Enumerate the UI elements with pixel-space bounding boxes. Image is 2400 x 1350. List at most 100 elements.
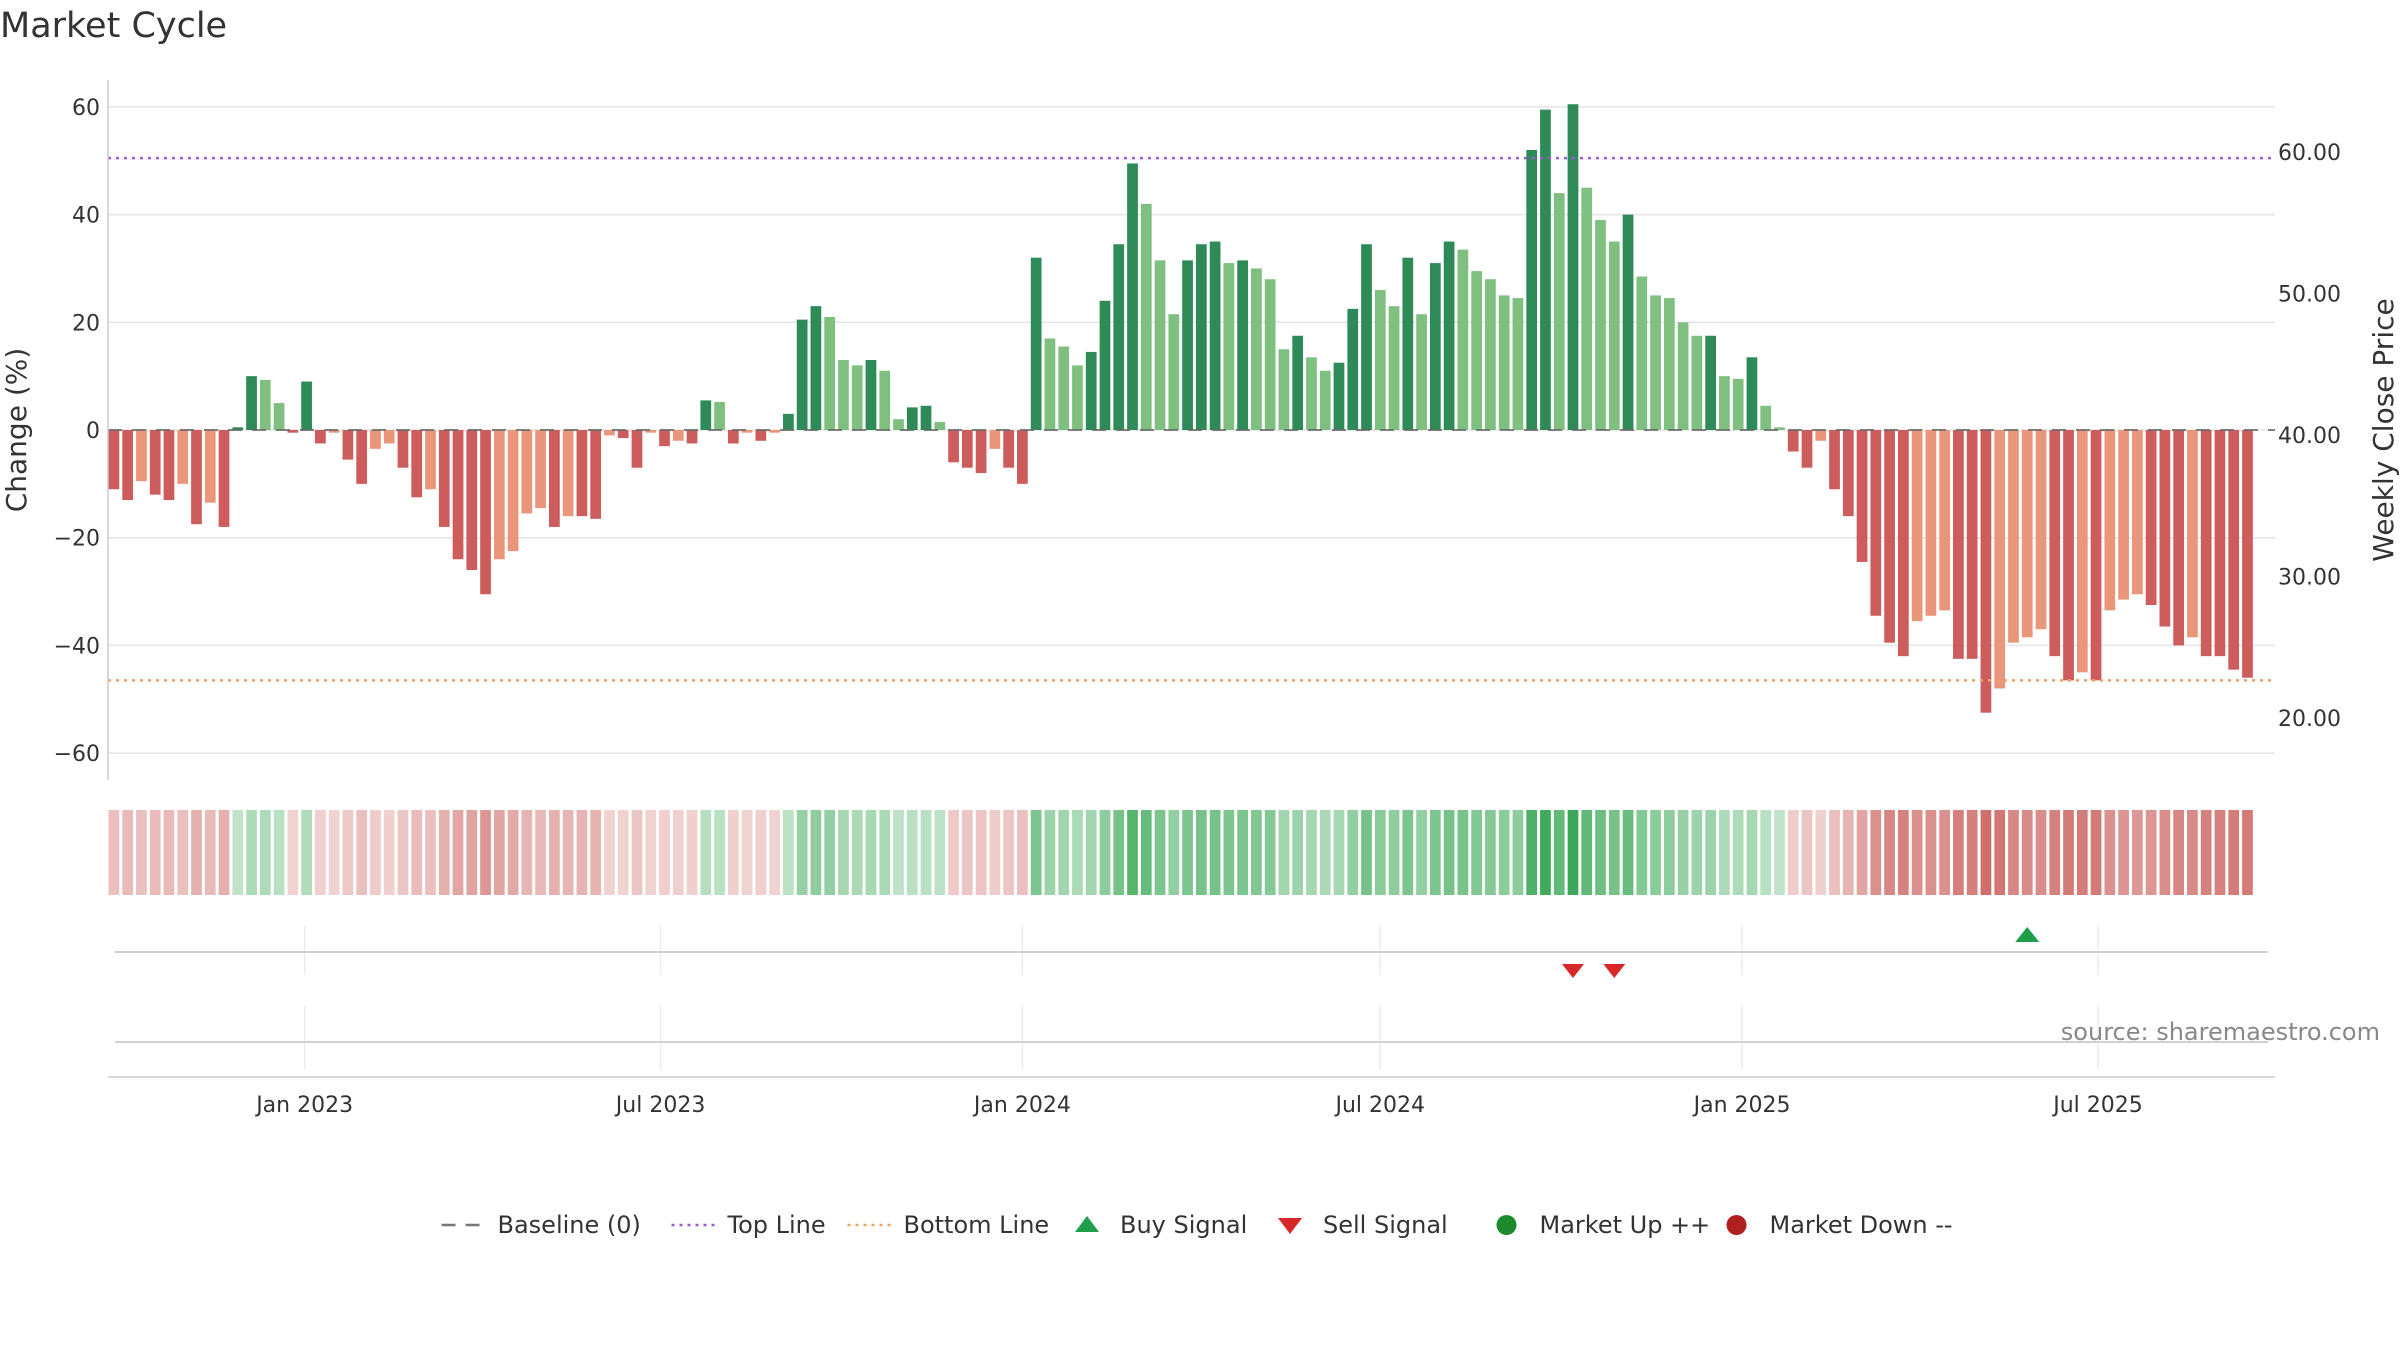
strip-cell [438,810,450,895]
bar [920,405,932,430]
bar [1099,300,1111,430]
bar [2214,430,2226,657]
bar [1884,430,1895,643]
strip-cell [1154,810,1166,895]
strip-cell [576,810,588,895]
bar [1540,109,1551,430]
strip-cell [1209,810,1221,895]
bar [1292,335,1304,430]
bar [617,430,629,439]
legend-triangle-down-icon [1278,1218,1302,1234]
strip-cell [1072,810,1083,895]
bar [2173,430,2185,646]
bar [507,430,519,552]
bar [2118,430,2129,600]
bar [521,430,533,514]
strip-cell [1140,810,1152,895]
strip-cell [1608,810,1620,895]
bar [1842,430,1854,517]
strip-cell [1595,810,1606,895]
bar [535,430,546,509]
bar [1966,430,1978,659]
y2-tick-label: 30.00 [2278,565,2341,590]
strip-cell [425,810,436,895]
strip-cell [259,810,271,895]
strip-cell [810,810,822,895]
strip-cell [1278,810,1290,895]
bar [1471,271,1482,430]
y2-tick-label: 50.00 [2278,283,2341,308]
y-tick-label: −20 [54,527,100,552]
bar [1044,338,1056,430]
strip-cell [149,810,161,895]
legend-item: Sell Signal [1278,1211,1448,1239]
bar [1127,163,1138,430]
strip-cell [672,810,684,895]
strip-cell [535,810,546,895]
legend-label: Market Up ++ [1540,1211,1711,1239]
bar [2090,430,2102,681]
strip-cell [1567,810,1579,895]
bar [356,430,368,484]
bar [1760,405,1772,430]
bar [714,402,725,430]
bar [686,430,698,444]
y-tick-label: 20 [72,311,100,336]
y-tick-label: 0 [86,419,100,444]
strip-cell [1540,810,1551,895]
strip-cell [301,810,312,895]
strip-cell [2228,810,2240,895]
strip-cell [521,810,533,895]
strip-cell [1237,810,1248,895]
bar [438,430,450,527]
strip-cell [2104,810,2116,895]
bar [1608,241,1620,430]
bar [1168,314,1180,430]
strip-cell [2063,810,2074,895]
strip-cell [2008,810,2019,895]
bar [1457,249,1469,430]
strip-cell [1650,810,1661,895]
strip-cell [1774,810,1785,895]
bar [645,430,657,433]
legend-item: Baseline (0) [441,1211,641,1239]
strip-cell [714,810,725,895]
strip-cell [796,810,808,895]
legend-item: Top Line [671,1211,826,1239]
bar [452,430,464,560]
strip-cell [1553,810,1565,895]
bar [1677,322,1689,430]
bar [1017,430,1028,484]
strip-cell [383,810,395,895]
bar [989,430,1001,449]
bar [1333,362,1345,430]
bar [218,430,230,527]
x-axis: Jan 2023 Jul 2023 Jan 2024 Jul 2024 Jan 2025… [108,1076,2275,1118]
bar [425,430,436,490]
bar-series [108,104,2253,713]
strip-cell [315,810,326,895]
strip-cell [218,810,230,895]
bar [2187,430,2198,638]
strip-cell [1677,810,1689,895]
strip-cell [1760,810,1772,895]
strip-cell [700,810,712,895]
bar [1732,378,1744,430]
strip-cell [1842,810,1854,895]
bar [1154,260,1166,430]
legend-item: Market Down -- [1726,1211,1953,1239]
strip-cell [1732,810,1744,895]
strip-cell [727,810,739,895]
bar [576,430,588,517]
bar [727,430,739,444]
x-tick-label: Jul 2025 [2051,1093,2143,1118]
reference-lines [108,156,2275,682]
strip-cell [1443,810,1455,895]
strip-cell [1691,810,1703,895]
bar [1429,263,1441,430]
strip-cell [1085,810,1097,895]
x-tick-label: Jul 2024 [1334,1093,1426,1118]
bar [2021,430,2033,638]
y-tick-label: 40 [72,204,100,229]
strip-cell [1815,810,1827,895]
